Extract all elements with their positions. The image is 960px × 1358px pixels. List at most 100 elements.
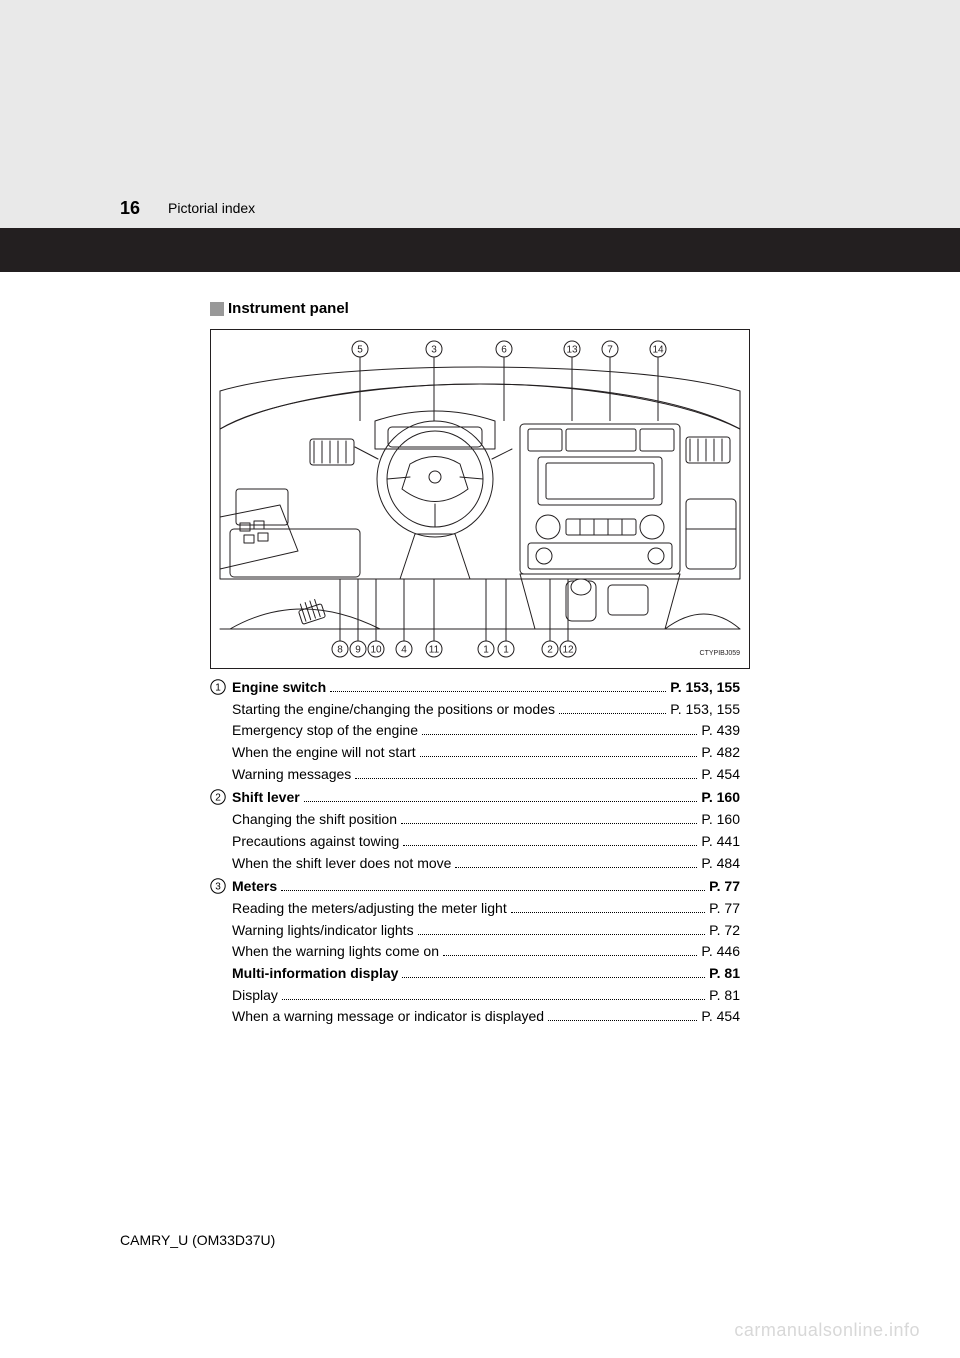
index-page-ref: P. 160 bbox=[701, 809, 740, 831]
index-group: 1 Engine switch P. 153, 155 Starting the en… bbox=[210, 677, 760, 785]
leader-dots bbox=[402, 977, 705, 978]
diagram-image-code: CTYPIBJ059 bbox=[700, 650, 741, 657]
leader-dots bbox=[443, 955, 697, 956]
index-number: 2 bbox=[210, 787, 232, 805]
leader-dots bbox=[455, 867, 697, 868]
index-label: Multi-information display bbox=[232, 963, 398, 985]
index-circled-number-icon: 2 bbox=[210, 789, 226, 805]
section-heading: Instrument panel bbox=[210, 300, 760, 317]
index-sub-row: Starting the engine/changing the positio… bbox=[210, 699, 740, 721]
leader-dots bbox=[422, 734, 697, 735]
black-divider-bar bbox=[0, 228, 960, 272]
index-sub-row: Multi-information display P. 81 bbox=[210, 963, 740, 985]
index-label: Engine switch bbox=[232, 677, 326, 699]
callout-number: 10 bbox=[370, 645, 382, 656]
callout-number: 7 bbox=[607, 345, 613, 356]
callout-number: 6 bbox=[501, 345, 507, 356]
index-circled-number-icon: 3 bbox=[210, 878, 226, 894]
leader-dots bbox=[304, 801, 698, 802]
index-label: When the warning lights come on bbox=[232, 941, 439, 963]
header-section-title: Pictorial index bbox=[168, 200, 255, 216]
index-sub-row: When a warning message or indicator is d… bbox=[210, 1006, 740, 1028]
index-label: Precautions against towing bbox=[232, 831, 399, 853]
leader-dots bbox=[281, 890, 705, 891]
svg-text:2: 2 bbox=[215, 793, 221, 804]
svg-text:1: 1 bbox=[215, 683, 221, 694]
index-label: When the shift lever does not move bbox=[232, 853, 451, 875]
leader-dots bbox=[511, 912, 705, 913]
index-group: 3 Meters P. 77 Reading the meters/adjusting… bbox=[210, 876, 760, 1028]
index-page-ref: P. 484 bbox=[701, 853, 740, 875]
index-label: Warning lights/indicator lights bbox=[232, 920, 414, 942]
index-label: When the engine will not start bbox=[232, 742, 416, 764]
index-label: Warning messages bbox=[232, 764, 351, 786]
callout-number: 1 bbox=[483, 645, 489, 656]
leader-dots bbox=[401, 823, 697, 824]
index-circled-number-icon: 1 bbox=[210, 679, 226, 695]
callout-number: 9 bbox=[355, 645, 361, 656]
index-page-ref: P. 454 bbox=[701, 1006, 740, 1028]
index-label: When a warning message or indicator is d… bbox=[232, 1006, 544, 1028]
index-label: Shift lever bbox=[232, 787, 300, 809]
index-page-ref: P. 441 bbox=[701, 831, 740, 853]
index-heading-row: 1 Engine switch P. 153, 155 bbox=[210, 677, 740, 699]
index-sub-row: Display P. 81 bbox=[210, 985, 740, 1007]
callout-number: 14 bbox=[652, 345, 664, 356]
svg-text:3: 3 bbox=[215, 882, 221, 893]
index-sub-row: Emergency stop of the engine P. 439 bbox=[210, 720, 740, 742]
main-content: Instrument panel CTYPIBJ0595361371489104… bbox=[210, 300, 760, 1030]
index-sub-row: Reading the meters/adjusting the meter l… bbox=[210, 898, 740, 920]
index-page-ref: P. 77 bbox=[709, 898, 740, 920]
index-page-ref: P. 72 bbox=[709, 920, 740, 942]
diagram-svg: CTYPIBJ05953613714891041111212 bbox=[210, 329, 750, 669]
index-page-ref: P. 81 bbox=[709, 963, 740, 985]
index-group: 2 Shift lever P. 160Changing the shift pos… bbox=[210, 787, 760, 874]
index-heading-row: 3 Meters P. 77 bbox=[210, 876, 740, 898]
page-number: 16 bbox=[120, 198, 140, 219]
leader-dots bbox=[330, 691, 666, 692]
index-number: 3 bbox=[210, 876, 232, 894]
index-sub-row: Changing the shift positionP. 160 bbox=[210, 809, 740, 831]
index-sub-row: Warning messages P. 454 bbox=[210, 764, 740, 786]
index-number: 1 bbox=[210, 677, 232, 695]
callout-number: 11 bbox=[429, 645, 440, 656]
index-label: Meters bbox=[232, 876, 277, 898]
callout-number: 13 bbox=[566, 345, 578, 356]
callout-number: 2 bbox=[547, 645, 553, 656]
section-bullet-icon bbox=[210, 302, 224, 316]
index-page-ref: P. 81 bbox=[709, 985, 740, 1007]
index-page-ref: P. 153, 155 bbox=[670, 699, 740, 721]
index-sub-row: When the engine will not start P. 482 bbox=[210, 742, 740, 764]
callout-number: 8 bbox=[337, 645, 343, 656]
index-label: Starting the engine/changing the positio… bbox=[232, 699, 555, 721]
index-page-ref: P. 446 bbox=[701, 941, 740, 963]
leader-dots bbox=[355, 778, 697, 779]
leader-dots bbox=[418, 934, 706, 935]
index-page-ref: P. 439 bbox=[701, 720, 740, 742]
index-list: 1 Engine switch P. 153, 155 Starting the en… bbox=[210, 677, 760, 1028]
index-page-ref: P. 482 bbox=[701, 742, 740, 764]
callout-number: 1 bbox=[503, 645, 509, 656]
index-page-ref: P. 454 bbox=[701, 764, 740, 786]
index-sub-row: Precautions against towing P. 441 bbox=[210, 831, 740, 853]
leader-dots bbox=[548, 1020, 697, 1021]
index-sub-row: When the shift lever does not move P. 484 bbox=[210, 853, 740, 875]
callout-number: 4 bbox=[401, 645, 407, 656]
callout-number: 12 bbox=[562, 645, 574, 656]
index-heading-row: 2 Shift lever P. 160 bbox=[210, 787, 740, 809]
callout-number: 5 bbox=[357, 345, 363, 356]
index-page-ref: P. 153, 155 bbox=[670, 677, 740, 699]
index-page-ref: P. 160 bbox=[701, 787, 740, 809]
leader-dots bbox=[420, 756, 698, 757]
index-label: Emergency stop of the engine bbox=[232, 720, 418, 742]
watermark: carmanualsonline.info bbox=[734, 1320, 920, 1341]
index-sub-row: When the warning lights come on P. 446 bbox=[210, 941, 740, 963]
index-sub-row: Warning lights/indicator lights P. 72 bbox=[210, 920, 740, 942]
leader-dots bbox=[282, 999, 705, 1000]
leader-dots bbox=[559, 713, 666, 714]
index-label: Reading the meters/adjusting the meter l… bbox=[232, 898, 507, 920]
index-page-ref: P. 77 bbox=[709, 876, 740, 898]
callout-number: 3 bbox=[431, 345, 437, 356]
index-label: Display bbox=[232, 985, 278, 1007]
section-title: Instrument panel bbox=[228, 300, 349, 317]
